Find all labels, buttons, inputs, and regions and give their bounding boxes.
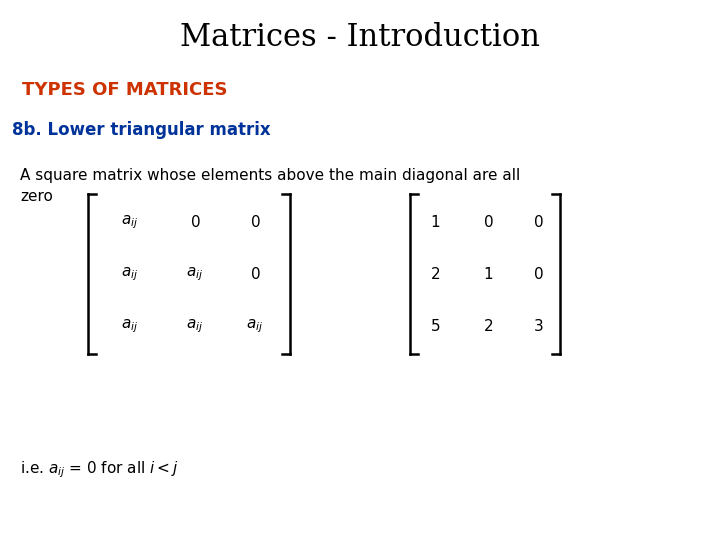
Text: TYPES OF MATRICES: TYPES OF MATRICES — [22, 81, 228, 99]
Text: $0$: $0$ — [189, 214, 200, 230]
Text: $a_{ij}$: $a_{ij}$ — [186, 265, 204, 283]
Text: $a_{ij}$: $a_{ij}$ — [122, 265, 139, 283]
Text: $a_{ij}$: $a_{ij}$ — [246, 317, 264, 335]
Text: $1$: $1$ — [483, 266, 493, 282]
Text: $a_{ij}$: $a_{ij}$ — [122, 317, 139, 335]
Text: $3$: $3$ — [533, 318, 544, 334]
Text: i.e. $a_{ij}$ = 0 for all $i < j$: i.e. $a_{ij}$ = 0 for all $i < j$ — [20, 460, 179, 480]
Text: $1$: $1$ — [430, 214, 440, 230]
Text: $0$: $0$ — [250, 214, 261, 230]
Text: A square matrix whose elements above the main diagonal are all
zero: A square matrix whose elements above the… — [20, 168, 521, 204]
Text: $2$: $2$ — [430, 266, 440, 282]
Text: $0$: $0$ — [533, 214, 544, 230]
Text: $0$: $0$ — [482, 214, 493, 230]
Text: 8b. Lower triangular matrix: 8b. Lower triangular matrix — [12, 121, 271, 139]
Text: Matrices - Introduction: Matrices - Introduction — [180, 23, 540, 53]
Text: $a_{ij}$: $a_{ij}$ — [186, 317, 204, 335]
Text: $2$: $2$ — [483, 318, 493, 334]
Text: $5$: $5$ — [430, 318, 440, 334]
Text: $a_{ij}$: $a_{ij}$ — [122, 213, 139, 231]
Text: $0$: $0$ — [533, 266, 544, 282]
Text: $0$: $0$ — [250, 266, 261, 282]
